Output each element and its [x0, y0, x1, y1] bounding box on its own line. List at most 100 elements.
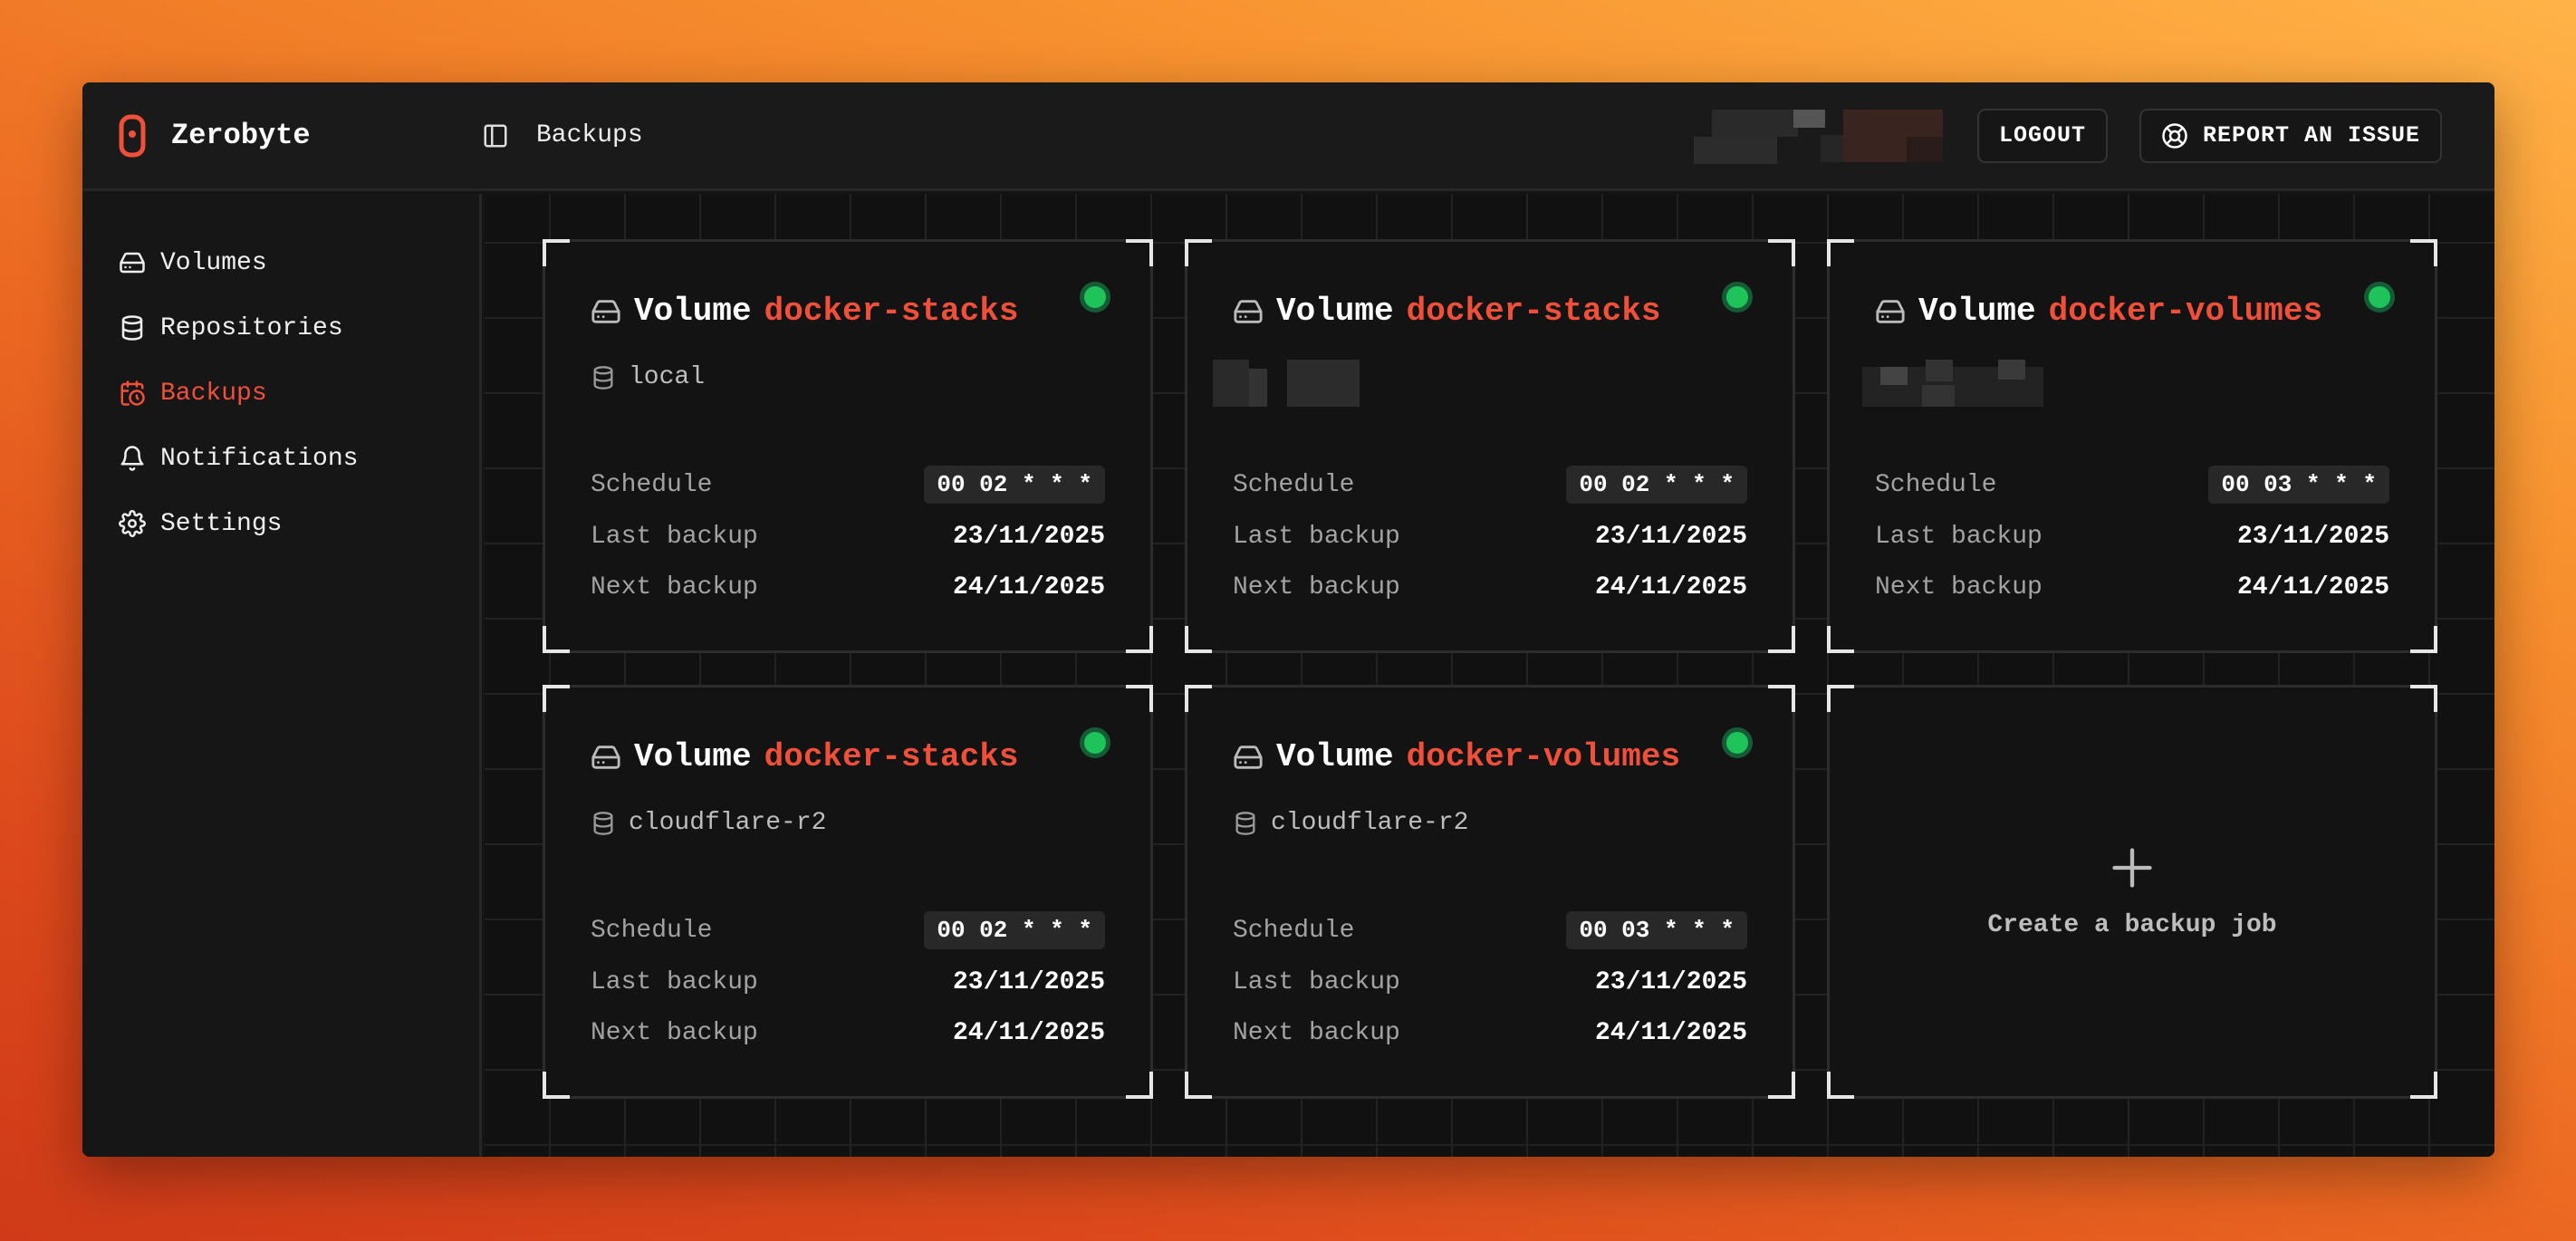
backup-job-card[interactable]: Volume docker-volumes Schedule 00 03 * * *…	[1827, 239, 2437, 653]
next-backup-value: 24/11/2025	[1594, 573, 1747, 601]
last-backup-value: 23/11/2025	[1594, 523, 1747, 551]
sidebar-item-repositories[interactable]: Repositories	[82, 295, 479, 361]
card-title: Volume docker-volumes	[1875, 293, 2322, 330]
schedule-row: Schedule 00 02 * * *	[591, 466, 1105, 504]
create-backup-job-card[interactable]: Create a backup job	[1827, 685, 2437, 1099]
backup-job-card[interactable]: Volume docker-volumes cloudflare-r2 Sched…	[1185, 685, 1795, 1099]
next-backup-label: Next backup	[591, 573, 758, 601]
plus-icon	[2112, 848, 2152, 888]
next-backup-value: 24/11/2025	[952, 1019, 1105, 1047]
bell-icon	[120, 446, 144, 471]
status-indicator	[2364, 282, 2395, 313]
schedule-value: 00 02 * * *	[1566, 466, 1747, 504]
sidebar-toggle-icon[interactable]	[482, 122, 509, 149]
last-backup-label: Last backup	[1875, 523, 2043, 551]
header: Zerobyte Backups LOGOUT REPORT AN ISSUE	[82, 82, 2494, 191]
zerobyte-logo-icon	[119, 114, 146, 157]
schedule-label: Schedule	[1875, 470, 1997, 499]
next-backup-row: Next backup 24/11/2025	[591, 1019, 1105, 1047]
volume-name: docker-stacks	[764, 738, 1019, 775]
last-backup-row: Last backup 23/11/2025	[591, 523, 1105, 551]
last-backup-label: Last backup	[1233, 968, 1400, 996]
sidebar-item-label: Notifications	[160, 444, 359, 473]
sidebar-item-notifications[interactable]: Notifications	[82, 426, 479, 491]
last-backup-value: 23/11/2025	[1594, 968, 1747, 996]
app-name: Zerobyte	[171, 119, 311, 152]
next-backup-label: Next backup	[1875, 573, 2043, 601]
schedule-value: 00 02 * * *	[924, 466, 1105, 504]
last-backup-row: Last backup 23/11/2025	[1233, 523, 1747, 551]
volume-name: docker-stacks	[1406, 293, 1661, 330]
hard-drive-icon	[591, 745, 620, 769]
calendar-clock-icon	[120, 380, 145, 406]
repository: local	[591, 363, 705, 391]
breadcrumb: Backups	[482, 121, 643, 149]
schedule-value: 00 03 * * *	[1566, 911, 1747, 949]
sidebar: Volumes Repositories Backups Notifications S…	[82, 194, 482, 1157]
volume-label: Volume	[1918, 293, 2036, 330]
next-backup-row: Next backup 24/11/2025	[1233, 1019, 1747, 1047]
status-indicator	[1722, 727, 1753, 758]
volume-name: docker-stacks	[764, 293, 1019, 330]
sidebar-item-label: Volumes	[160, 248, 267, 277]
database-icon	[593, 365, 613, 390]
backup-jobs-grid: Volume docker-stacks local Schedule 00 02 …	[543, 239, 2437, 1099]
card-title: Volume docker-stacks	[591, 738, 1018, 775]
last-backup-value: 23/11/2025	[952, 523, 1105, 551]
report-issue-label: REPORT AN ISSUE	[2202, 122, 2420, 149]
next-backup-row: Next backup 24/11/2025	[1233, 573, 1747, 601]
last-backup-row: Last backup 23/11/2025	[1233, 968, 1747, 996]
sidebar-item-label: Repositories	[160, 313, 343, 342]
schedule-row: Schedule 00 03 * * *	[1233, 911, 1747, 949]
database-icon	[121, 315, 143, 341]
status-indicator	[1080, 282, 1110, 313]
sidebar-item-backups[interactable]: Backups	[82, 361, 479, 426]
volume-label: Volume	[1276, 293, 1394, 330]
card-title: Volume docker-stacks	[591, 293, 1018, 330]
schedule-row: Schedule 00 02 * * *	[1233, 466, 1747, 504]
next-backup-label: Next backup	[591, 1019, 758, 1047]
volume-label: Volume	[1276, 738, 1394, 775]
sidebar-item-volumes[interactable]: Volumes	[82, 230, 479, 295]
next-backup-row: Next backup 24/11/2025	[591, 573, 1105, 601]
breadcrumb-current: Backups	[536, 121, 643, 149]
status-indicator	[1080, 727, 1110, 758]
volume-name: docker-volumes	[1406, 738, 1681, 775]
volume-label: Volume	[634, 738, 752, 775]
schedule-row: Schedule 00 03 * * *	[1875, 466, 2389, 504]
next-backup-value: 24/11/2025	[2236, 573, 2389, 601]
schedule-label: Schedule	[1233, 916, 1355, 945]
schedule-value: 00 03 * * *	[2208, 466, 2389, 504]
card-title: Volume docker-stacks	[1233, 293, 1660, 330]
last-backup-label: Last backup	[591, 968, 758, 996]
card-title: Volume docker-volumes	[1233, 738, 1680, 775]
last-backup-value: 23/11/2025	[952, 968, 1105, 996]
redacted-user-info	[1693, 109, 1946, 164]
backup-job-card[interactable]: Volume docker-stacks cloudflare-r2 Schedu…	[543, 685, 1153, 1099]
lifebuoy-icon	[2162, 122, 2187, 149]
hard-drive-icon	[1234, 299, 1263, 323]
schedule-value: 00 02 * * *	[924, 911, 1105, 949]
next-backup-row: Next backup 24/11/2025	[1875, 573, 2389, 601]
schedule-row: Schedule 00 02 * * *	[591, 911, 1105, 949]
last-backup-label: Last backup	[591, 523, 758, 551]
database-icon	[593, 811, 613, 835]
backup-job-card[interactable]: Volume docker-stacks local Schedule 00 02 …	[543, 239, 1153, 653]
sidebar-item-settings[interactable]: Settings	[82, 491, 479, 556]
logout-button[interactable]: LOGOUT	[1976, 108, 2108, 163]
redacted-repository	[1862, 360, 2043, 407]
last-backup-row: Last backup 23/11/2025	[591, 968, 1105, 996]
schedule-label: Schedule	[591, 916, 713, 945]
brand[interactable]: Zerobyte	[82, 114, 482, 158]
status-indicator	[1722, 282, 1753, 313]
next-backup-label: Next backup	[1233, 573, 1400, 601]
last-backup-row: Last backup 23/11/2025	[1875, 523, 2389, 551]
hard-drive-icon	[591, 299, 620, 323]
repository-name: local	[629, 363, 706, 391]
last-backup-label: Last backup	[1233, 523, 1400, 551]
repository-name: cloudflare-r2	[629, 809, 827, 837]
last-backup-value: 23/11/2025	[2236, 523, 2389, 551]
next-backup-value: 24/11/2025	[952, 573, 1105, 601]
report-issue-button[interactable]: REPORT AN ISSUE	[2139, 108, 2442, 163]
backup-job-card[interactable]: Volume docker-stacks Schedule 00 02 * * * …	[1185, 239, 1795, 653]
